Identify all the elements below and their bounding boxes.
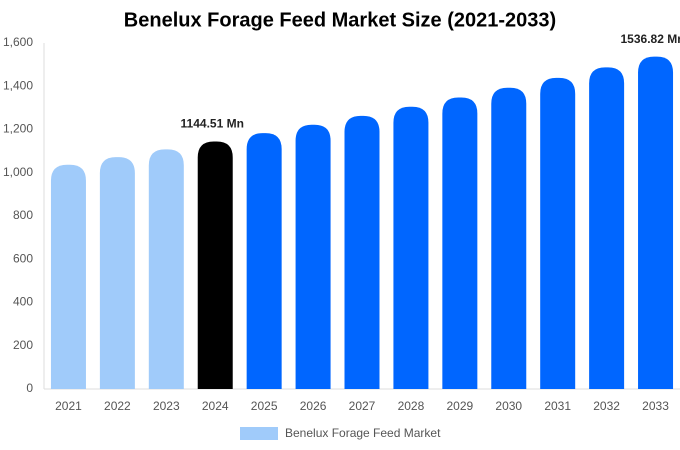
bar [148, 149, 184, 389]
x-tick-label: 2024 [202, 399, 229, 413]
value-label: 1536.82 Mn [621, 32, 680, 46]
x-tick-label: 2023 [153, 399, 180, 413]
bar [442, 97, 478, 390]
y-tick-label: 1,600 [3, 35, 33, 49]
y-tick-label: 1,400 [3, 78, 33, 92]
x-tick-label: 2031 [544, 399, 571, 413]
y-tick-label: 1,000 [3, 165, 33, 179]
x-tick-label: 2027 [349, 399, 376, 413]
bar [638, 56, 674, 390]
y-tick-label: 600 [13, 251, 33, 265]
chart-title: Benelux Forage Feed Market Size (2021-20… [124, 9, 556, 31]
y-tick-label: 800 [13, 208, 33, 222]
bar [393, 106, 429, 389]
bar [197, 141, 233, 389]
x-tick-label: 2022 [104, 399, 131, 413]
x-tick-label: 2026 [300, 399, 327, 413]
y-tick-label: 400 [13, 295, 33, 309]
bar [589, 67, 625, 389]
x-tick-label: 2032 [593, 399, 620, 413]
bar [50, 164, 86, 389]
y-tick-label: 1,200 [3, 122, 33, 136]
value-label: 1144.51 Mn [181, 117, 244, 131]
bar [246, 133, 282, 389]
bar [344, 115, 380, 389]
x-tick-label: 2029 [446, 399, 473, 413]
bar [295, 124, 331, 390]
x-tick-label: 2028 [398, 399, 425, 413]
x-tick-label: 2021 [55, 399, 82, 413]
legend-swatch [240, 427, 278, 440]
x-tick-label: 2030 [495, 399, 522, 413]
bar [99, 157, 135, 389]
legend-label: Benelux Forage Feed Market [285, 426, 441, 440]
bar [491, 87, 527, 390]
x-tick-label: 2025 [251, 399, 278, 413]
x-tick-label: 2033 [642, 399, 669, 413]
bar [540, 77, 576, 389]
y-tick-label: 0 [26, 381, 33, 395]
y-tick-label: 200 [13, 338, 33, 352]
